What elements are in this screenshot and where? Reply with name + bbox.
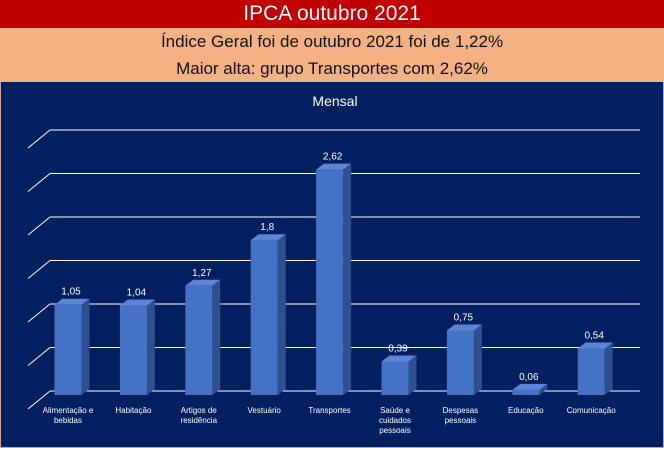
gridline-depth bbox=[27, 216, 51, 236]
category-label: Educação bbox=[508, 406, 544, 415]
category-label: Despesas bbox=[443, 406, 479, 415]
bar bbox=[512, 389, 540, 395]
bar-side bbox=[212, 279, 221, 395]
data-label: 0,06 bbox=[519, 372, 539, 383]
bar-top bbox=[185, 279, 221, 286]
gridline-depth bbox=[27, 129, 51, 149]
gridline-depth bbox=[27, 303, 51, 323]
gridline-depth bbox=[27, 173, 51, 192]
bar-top bbox=[512, 383, 548, 390]
category-label: Alimentação e bbox=[43, 406, 94, 415]
category-label: residência bbox=[181, 416, 218, 425]
bar-top bbox=[381, 355, 417, 362]
bar-side bbox=[343, 163, 352, 395]
category-label: Habitação bbox=[115, 406, 152, 415]
bar bbox=[185, 285, 213, 395]
category-label: Transportes bbox=[308, 406, 350, 415]
gridline-depth bbox=[27, 347, 51, 366]
data-label: 0,54 bbox=[584, 331, 604, 342]
bar-side bbox=[604, 342, 613, 395]
summary-line-general-index: Índice Geral foi de outubro 2021 foi de … bbox=[160, 32, 504, 51]
bar-side bbox=[277, 234, 286, 395]
bar bbox=[54, 304, 82, 395]
bar-top bbox=[577, 342, 613, 349]
data-label: 1,05 bbox=[61, 287, 81, 298]
bar-side bbox=[473, 324, 482, 395]
data-label: 1,04 bbox=[127, 288, 147, 299]
bar bbox=[119, 305, 147, 395]
bar bbox=[250, 240, 278, 395]
bar-side bbox=[408, 355, 417, 395]
bar-top bbox=[446, 324, 482, 331]
bar-top bbox=[119, 299, 155, 306]
gridline-depth bbox=[27, 390, 51, 410]
chart-title: Mensal bbox=[312, 93, 357, 109]
bar bbox=[316, 169, 344, 395]
data-label: 2,62 bbox=[323, 152, 343, 163]
gridline-depth bbox=[27, 260, 51, 279]
bar-side bbox=[146, 299, 155, 395]
bar-top bbox=[250, 234, 286, 241]
category-label: Artigos de bbox=[181, 406, 218, 415]
data-label: 0,39 bbox=[388, 343, 408, 354]
category-label: Saúde e bbox=[380, 406, 410, 415]
summary-line-highest: Maior alta: grupo Transportes com 2,62% bbox=[176, 59, 488, 78]
summary-banner: Índice Geral foi de outubro 2021 foi de … bbox=[0, 28, 664, 82]
bar-top bbox=[316, 163, 352, 170]
bar-side bbox=[81, 298, 90, 395]
page-title: IPCA outubro 2021 bbox=[0, 0, 664, 28]
bar bbox=[381, 361, 409, 395]
category-label: bebidas bbox=[54, 416, 82, 425]
data-label: 1,27 bbox=[192, 268, 212, 279]
data-label: 0,75 bbox=[454, 313, 474, 324]
category-label: Vestuário bbox=[248, 406, 282, 415]
category-label: Comunicação bbox=[567, 406, 616, 415]
category-label: pessoais bbox=[445, 416, 477, 425]
bar bbox=[446, 330, 474, 395]
bar-top bbox=[54, 298, 90, 305]
category-label: cuidados bbox=[379, 416, 411, 425]
bar bbox=[577, 348, 605, 395]
category-label: pessoais bbox=[379, 426, 411, 435]
data-label: 1,8 bbox=[260, 222, 274, 233]
bar-side bbox=[539, 383, 548, 395]
